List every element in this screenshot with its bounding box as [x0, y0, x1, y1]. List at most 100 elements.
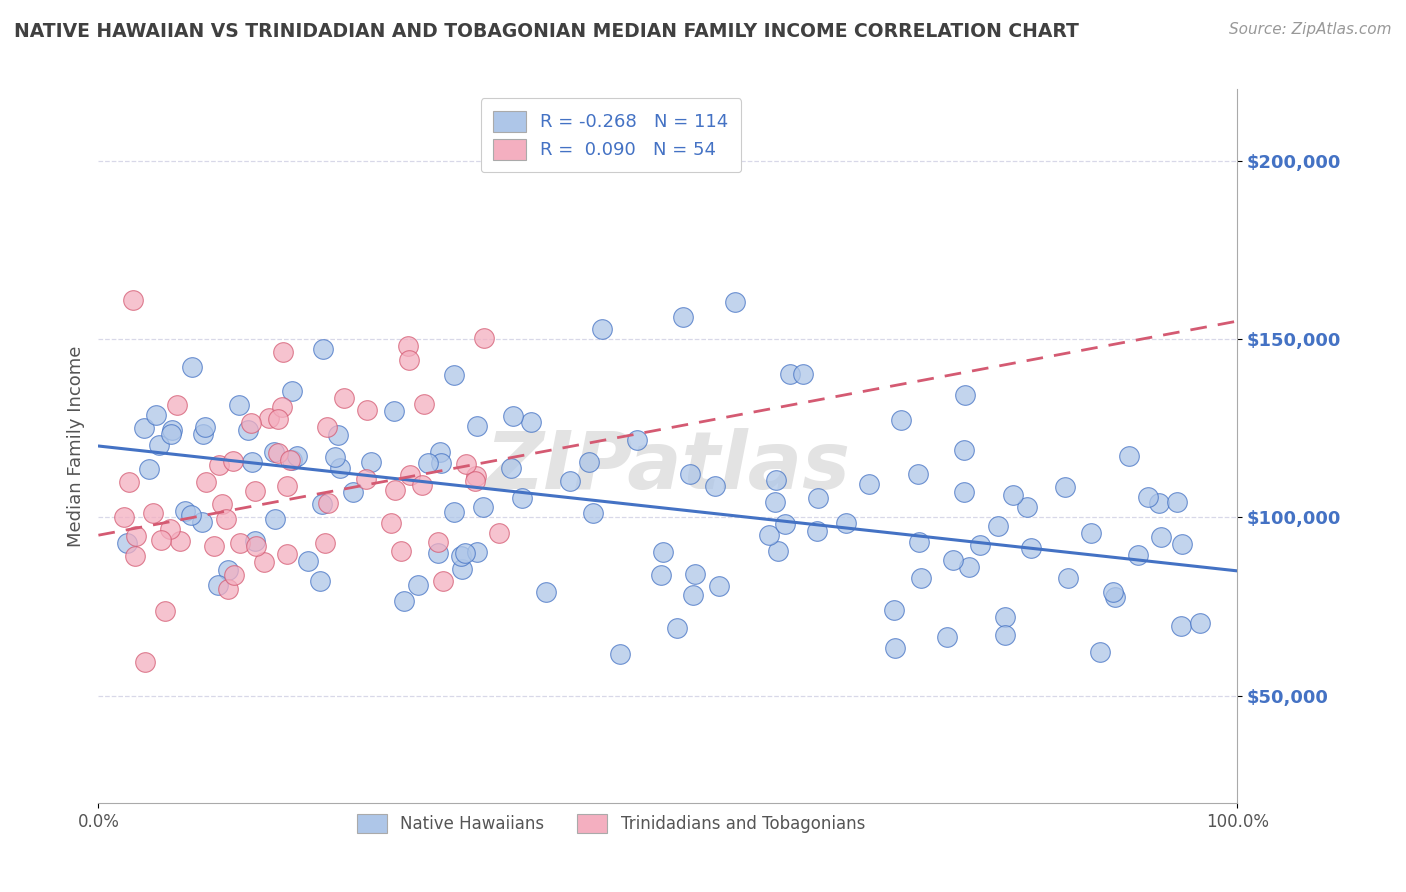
Point: [287, 449, 309, 463]
Point: [1053, 480, 1076, 494]
Point: [703, 479, 725, 493]
Point: [768, 544, 790, 558]
Point: [834, 516, 856, 530]
Point: [1021, 541, 1043, 555]
Point: [392, 594, 415, 608]
Point: [890, 413, 912, 427]
Point: [907, 467, 929, 482]
Point: [314, 536, 336, 550]
Point: [1126, 549, 1149, 563]
Point: [207, 578, 229, 592]
Point: [884, 641, 907, 656]
Point: [763, 495, 786, 509]
Point: [1080, 526, 1102, 541]
Point: [159, 522, 181, 536]
Point: [806, 524, 828, 538]
Point: [427, 546, 450, 560]
Point: [1166, 495, 1188, 509]
Point: [1017, 500, 1039, 514]
Point: [281, 384, 304, 399]
Point: [953, 484, 976, 499]
Point: [124, 549, 146, 563]
Point: [342, 485, 364, 500]
Point: [609, 647, 631, 661]
Point: [883, 603, 905, 617]
Point: [215, 512, 238, 526]
Point: [240, 455, 263, 469]
Point: [311, 496, 333, 510]
Point: [328, 460, 350, 475]
Point: [558, 474, 581, 488]
Point: [150, 533, 173, 547]
Point: [325, 450, 347, 465]
Point: [582, 506, 605, 520]
Point: [626, 433, 648, 447]
Point: [432, 574, 454, 588]
Point: [591, 322, 613, 336]
Point: [236, 423, 259, 437]
Point: [1189, 615, 1212, 630]
Point: [173, 503, 195, 517]
Point: [252, 555, 274, 569]
Point: [271, 400, 294, 414]
Point: [271, 345, 294, 359]
Point: [380, 516, 402, 530]
Point: [454, 546, 477, 560]
Point: [450, 549, 472, 563]
Point: [118, 475, 141, 490]
Point: [502, 409, 524, 423]
Point: [278, 453, 301, 467]
Point: [1001, 488, 1024, 502]
Point: [180, 508, 202, 523]
Point: [145, 408, 167, 422]
Point: [683, 567, 706, 582]
Point: [1057, 571, 1080, 585]
Point: [707, 579, 730, 593]
Point: [994, 609, 1017, 624]
Point: [465, 544, 488, 558]
Point: [429, 456, 451, 470]
Point: [134, 655, 156, 669]
Point: [222, 454, 245, 468]
Point: [807, 491, 830, 505]
Point: [281, 452, 304, 467]
Point: [297, 554, 319, 568]
Point: [488, 526, 510, 541]
Text: NATIVE HAWAIIAN VS TRINIDADIAN AND TOBAGONIAN MEDIAN FAMILY INCOME CORRELATION C: NATIVE HAWAIIAN VS TRINIDADIAN AND TOBAG…: [14, 22, 1078, 41]
Point: [953, 443, 976, 458]
Point: [501, 461, 523, 475]
Point: [132, 421, 155, 435]
Point: [264, 512, 287, 526]
Point: [217, 582, 239, 596]
Point: [148, 438, 170, 452]
Point: [389, 544, 412, 558]
Point: [779, 367, 801, 381]
Point: [510, 491, 533, 506]
Point: [426, 534, 449, 549]
Point: [1102, 585, 1125, 599]
Point: [166, 398, 188, 412]
Point: [406, 577, 429, 591]
Point: [354, 472, 377, 486]
Point: [472, 500, 495, 515]
Point: [208, 458, 231, 472]
Point: [382, 404, 405, 418]
Point: [1104, 590, 1126, 604]
Point: [312, 342, 335, 356]
Point: [910, 571, 932, 585]
Point: [456, 457, 478, 471]
Point: [1147, 496, 1170, 510]
Point: [194, 475, 217, 489]
Point: [443, 368, 465, 382]
Point: [316, 420, 339, 434]
Point: [1170, 619, 1192, 633]
Point: [1137, 490, 1160, 504]
Point: [465, 469, 488, 483]
Point: [399, 468, 422, 483]
Point: [224, 568, 246, 582]
Point: [276, 478, 298, 492]
Point: [1118, 450, 1140, 464]
Point: [942, 553, 965, 567]
Point: [1149, 530, 1171, 544]
Point: [356, 402, 378, 417]
